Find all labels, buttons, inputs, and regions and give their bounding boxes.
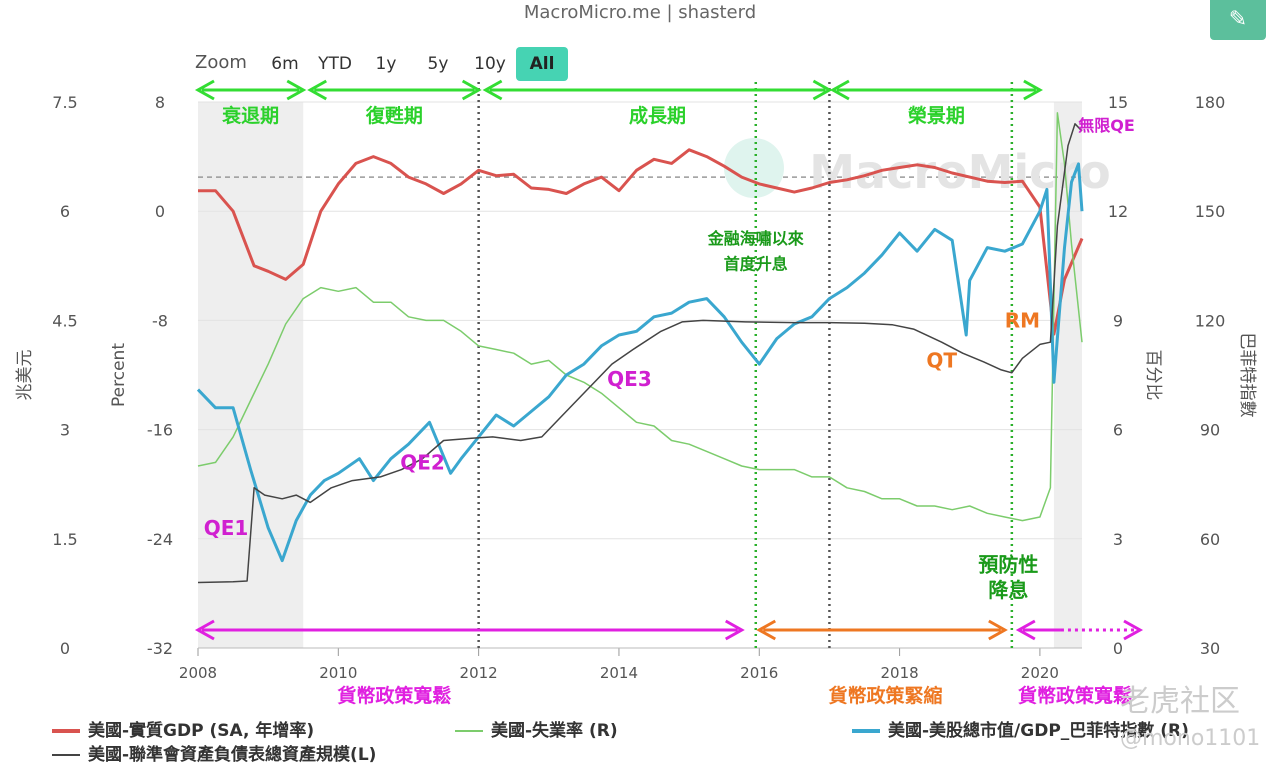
phase-arrow-2-head-left xyxy=(482,79,503,101)
zoom-ytd-button[interactable]: YTD xyxy=(318,54,352,74)
zoom-all-button[interactable]: All xyxy=(516,47,568,81)
left_outer-tick-label: 0 xyxy=(60,639,70,658)
policy-arrow-0-head-right xyxy=(724,619,745,641)
shaded-region-0 xyxy=(198,102,304,648)
legend-item-buffett[interactable]: 美國-美股總市值/GDP_巴菲特指數 (R) xyxy=(852,716,1189,741)
left_outer-tick-label: 1.5 xyxy=(52,530,77,549)
macromicro-watermark: MacroMicro xyxy=(809,145,1110,199)
left_inner-tick-label: 0 xyxy=(155,202,165,221)
left_outer-tick-label: 6 xyxy=(60,202,70,221)
annotation-4: RM xyxy=(1005,309,1040,333)
annotation-8: 預防性 xyxy=(978,553,1038,577)
zoom-5y-button[interactable]: 5y xyxy=(427,54,449,74)
legend-item-unemployment[interactable]: 美國-失業率 (R) xyxy=(455,716,618,741)
annotation-1: QE2 xyxy=(400,451,445,475)
series-line-0 xyxy=(198,148,1084,336)
series-line-3 xyxy=(197,123,1083,584)
left_outer-tick-label: 3 xyxy=(60,421,70,440)
annotation-0: QE1 xyxy=(204,516,249,540)
phase-arrow-1-head-right xyxy=(461,79,482,101)
phase-arrow-1-head-left xyxy=(307,79,327,101)
left_inner-tick-label: 8 xyxy=(155,93,165,112)
right_outer-tick-label: 30 xyxy=(1200,639,1220,658)
policy-arrow-1-head-right xyxy=(988,619,1008,641)
left_inner-tick-label: -8 xyxy=(152,311,168,330)
legend-item-gdp[interactable]: 美國-實質GDP (SA, 年增率) xyxy=(52,716,314,741)
phase-label-0: 衰退期 xyxy=(221,104,279,127)
shaded-region-1 xyxy=(1053,102,1082,648)
policy-label-1: 貨幣政策緊縮 xyxy=(829,684,943,707)
left_inner-tick-label: -24 xyxy=(147,530,173,549)
annotation-9: 降息 xyxy=(988,578,1028,602)
x-tick-label: 2018 xyxy=(880,664,918,682)
left_outer-tick-label: 7.5 xyxy=(52,93,77,112)
policy-arrow-1-head-left xyxy=(756,619,777,641)
phase-label-1: 復甦期 xyxy=(365,104,423,127)
pencil-icon[interactable]: ✎ xyxy=(1210,0,1266,40)
phase-arrow-2-head-right xyxy=(812,79,833,101)
x-tick-label: 2016 xyxy=(740,664,778,682)
left_inner-tick-label: -16 xyxy=(147,421,173,440)
legend-item-fed-balance[interactable]: 美國-聯準會資產負債表總資產規模(L) xyxy=(52,740,376,765)
zoom-label: Zoom xyxy=(195,52,247,73)
axis-title-2: 百分比 xyxy=(1143,350,1163,401)
annotation-6: 金融海嘯以來 xyxy=(707,229,804,248)
left_outer-tick-label: 4.5 xyxy=(52,311,77,330)
corner-watermark-title: 老虎社区 xyxy=(1120,684,1240,719)
left_inner-tick-label: -32 xyxy=(147,639,173,658)
zoom-10y-button[interactable]: 10y xyxy=(474,54,506,74)
right_outer-tick-label: 150 xyxy=(1195,202,1226,221)
right_outer-tick-label: 180 xyxy=(1195,93,1226,112)
series-line-2 xyxy=(196,162,1084,563)
policy-label-0: 貨幣政策寬鬆 xyxy=(337,684,451,707)
annotation-3: QT xyxy=(926,349,957,373)
corner-watermark-handle: @mono1101 xyxy=(1120,726,1261,751)
zoom-1y-button[interactable]: 1y xyxy=(375,54,397,74)
policy-arrow-2-head-left xyxy=(1015,619,1036,641)
policy-arrow-2-head-right xyxy=(1123,619,1144,641)
axis-title-0: 兆美元 xyxy=(15,350,35,401)
axis-title-3: 巴菲特指數 xyxy=(1237,333,1257,418)
phase-label-2: 成長期 xyxy=(629,104,686,127)
x-tick-label: 2014 xyxy=(600,664,638,682)
x-tick-label: 2020 xyxy=(1021,664,1059,682)
phase-arrow-0-head-left xyxy=(194,79,215,101)
right_inner-tick-label: 6 xyxy=(1113,421,1123,440)
right_inner-tick-label: 12 xyxy=(1108,202,1128,221)
annotation-2: QE3 xyxy=(607,367,652,391)
series-line-1 xyxy=(197,112,1083,522)
policy-label-2: 貨幣政策寬鬆 xyxy=(1018,684,1132,707)
right_outer-tick-label: 60 xyxy=(1200,530,1220,549)
policy-arrow-0-head-left xyxy=(194,619,215,641)
right_outer-tick-label: 120 xyxy=(1195,311,1226,330)
phase-label-3: 榮景期 xyxy=(908,104,965,127)
right_inner-tick-label: 0 xyxy=(1113,639,1123,658)
zoom-6m-button[interactable]: 6m xyxy=(271,54,299,74)
watermark-logo xyxy=(724,138,784,198)
x-tick-label: 2010 xyxy=(319,664,357,682)
x-tick-label: 2008 xyxy=(179,664,217,682)
phase-arrow-0-head-right xyxy=(286,79,307,101)
axis-title-1: Percent xyxy=(109,343,129,407)
right_inner-tick-label: 3 xyxy=(1113,530,1123,549)
annotation-5: 無限QE xyxy=(1078,116,1135,135)
annotation-7: 首度升息 xyxy=(724,254,788,273)
right_outer-tick-label: 90 xyxy=(1200,421,1220,440)
phase-arrow-3-head-left xyxy=(829,79,850,101)
phase-arrow-3-head-right xyxy=(1023,79,1043,101)
chart-source: MacroMicro.me | shasterd xyxy=(523,2,757,23)
right_inner-tick-label: 9 xyxy=(1113,311,1123,330)
right_inner-tick-label: 15 xyxy=(1108,93,1128,112)
x-tick-label: 2012 xyxy=(460,664,498,682)
